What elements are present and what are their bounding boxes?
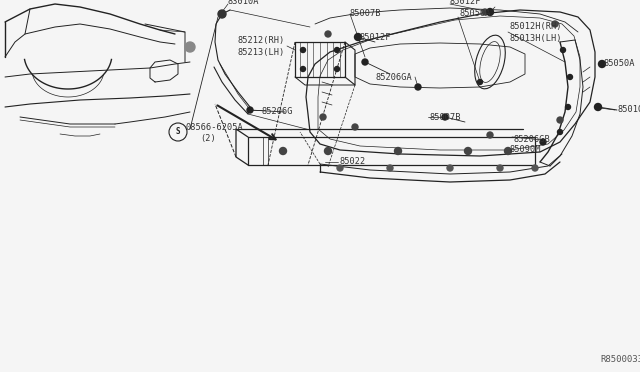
Circle shape — [280, 148, 287, 154]
Circle shape — [185, 42, 195, 52]
Text: 85050A: 85050A — [460, 10, 492, 19]
Circle shape — [561, 48, 566, 52]
Text: 85206G: 85206G — [262, 108, 294, 116]
Circle shape — [301, 67, 305, 71]
Text: 85212(RH): 85212(RH) — [237, 35, 284, 45]
Circle shape — [352, 124, 358, 130]
Circle shape — [557, 117, 563, 123]
Text: 85206GB: 85206GB — [513, 135, 550, 144]
Circle shape — [387, 165, 393, 171]
Circle shape — [540, 139, 546, 145]
Circle shape — [504, 148, 511, 154]
Text: 85012F: 85012F — [450, 0, 481, 6]
Circle shape — [301, 48, 305, 52]
Text: 08566-6205A: 08566-6205A — [186, 122, 244, 131]
Circle shape — [497, 165, 503, 171]
Circle shape — [465, 148, 472, 154]
Text: (2): (2) — [200, 135, 216, 144]
Circle shape — [552, 21, 558, 27]
Text: 83010A: 83010A — [228, 0, 259, 6]
Circle shape — [325, 31, 331, 37]
Circle shape — [477, 80, 483, 84]
Circle shape — [598, 61, 605, 67]
Circle shape — [394, 148, 401, 154]
Circle shape — [486, 9, 493, 16]
Circle shape — [482, 9, 488, 15]
Text: 85010S: 85010S — [617, 106, 640, 115]
Text: 85007B: 85007B — [350, 10, 381, 19]
Circle shape — [595, 103, 602, 110]
Circle shape — [557, 129, 563, 135]
Text: R8500033: R8500033 — [600, 356, 640, 365]
Circle shape — [335, 48, 339, 52]
Circle shape — [320, 114, 326, 120]
Text: 85022: 85022 — [340, 157, 366, 167]
Circle shape — [355, 33, 362, 41]
Circle shape — [415, 84, 421, 90]
Circle shape — [568, 74, 573, 80]
Text: 85213(LH): 85213(LH) — [237, 48, 284, 57]
Text: 85206GA: 85206GA — [375, 73, 412, 81]
Circle shape — [447, 165, 453, 171]
Circle shape — [532, 165, 538, 171]
Circle shape — [487, 132, 493, 138]
Text: 85012H(RH): 85012H(RH) — [510, 22, 563, 32]
Circle shape — [337, 165, 343, 171]
Circle shape — [442, 114, 448, 120]
Text: 85012F: 85012F — [360, 32, 392, 42]
Circle shape — [362, 59, 368, 65]
Circle shape — [335, 67, 339, 71]
Text: 85050A: 85050A — [603, 60, 634, 68]
Text: 85007B: 85007B — [430, 112, 461, 122]
Circle shape — [324, 148, 332, 154]
Circle shape — [218, 10, 226, 18]
Text: 85013H(LH): 85013H(LH) — [510, 35, 563, 44]
Circle shape — [566, 105, 570, 109]
Text: 85090M: 85090M — [510, 145, 541, 154]
Text: S: S — [176, 128, 180, 137]
Circle shape — [247, 107, 253, 113]
